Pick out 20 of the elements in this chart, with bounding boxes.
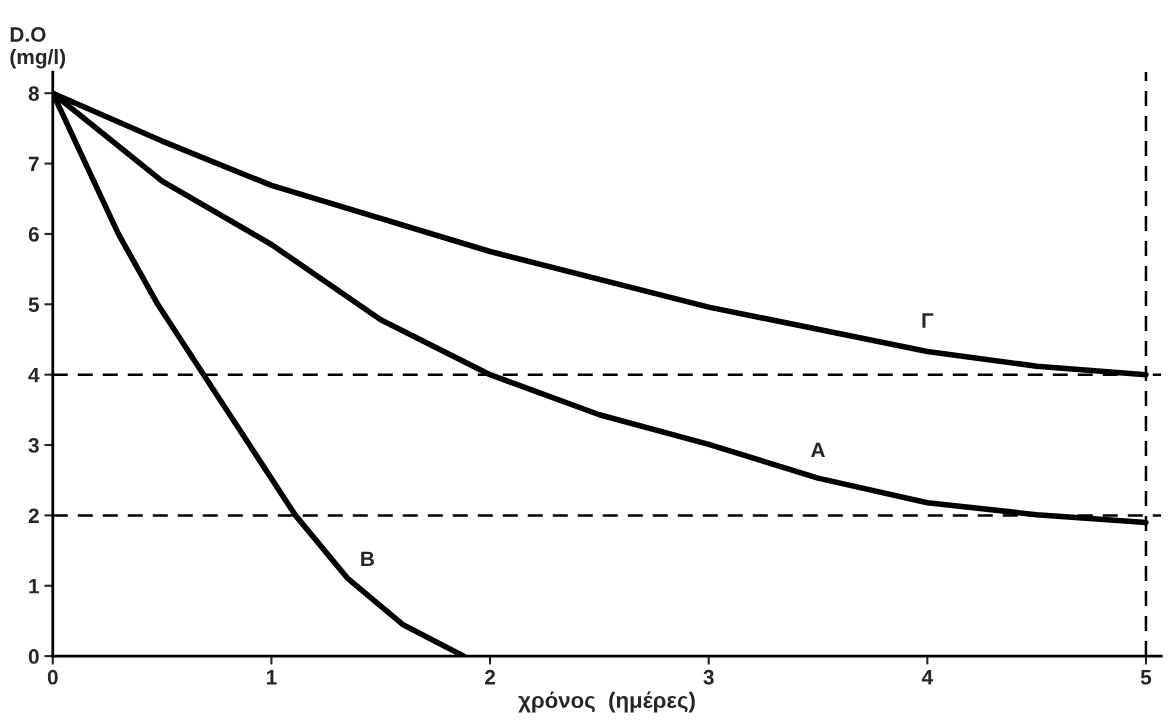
x-tick-label: 5 bbox=[1140, 670, 1152, 685]
x-axis-title: χρόνος (ημέρες) bbox=[518, 691, 695, 713]
y-tick-label: 1 bbox=[29, 578, 40, 594]
x-tick-label: 4 bbox=[921, 670, 934, 685]
y-tick-label: 5 bbox=[28, 297, 40, 313]
x-tick-label: 1 bbox=[266, 670, 277, 685]
x-tick-label: 3 bbox=[703, 669, 714, 685]
y-tick-label: 3 bbox=[28, 438, 39, 453]
series-label: A bbox=[811, 442, 825, 458]
y-tick-label: 7 bbox=[28, 156, 39, 172]
x-tick-label: 0 bbox=[47, 669, 58, 685]
y-tick-label: 8 bbox=[28, 86, 39, 101]
x-tick-label: 2 bbox=[484, 669, 496, 685]
y-tick-label: 4 bbox=[28, 367, 40, 383]
series-label: Γ bbox=[922, 313, 934, 328]
y-tick-label: 6 bbox=[28, 226, 39, 242]
y-axis-title: D.O (mg/l) bbox=[10, 27, 66, 69]
y-tick-label: 0 bbox=[28, 649, 39, 664]
series-label: B bbox=[361, 551, 374, 567]
y-tick-label: 2 bbox=[28, 508, 39, 523]
